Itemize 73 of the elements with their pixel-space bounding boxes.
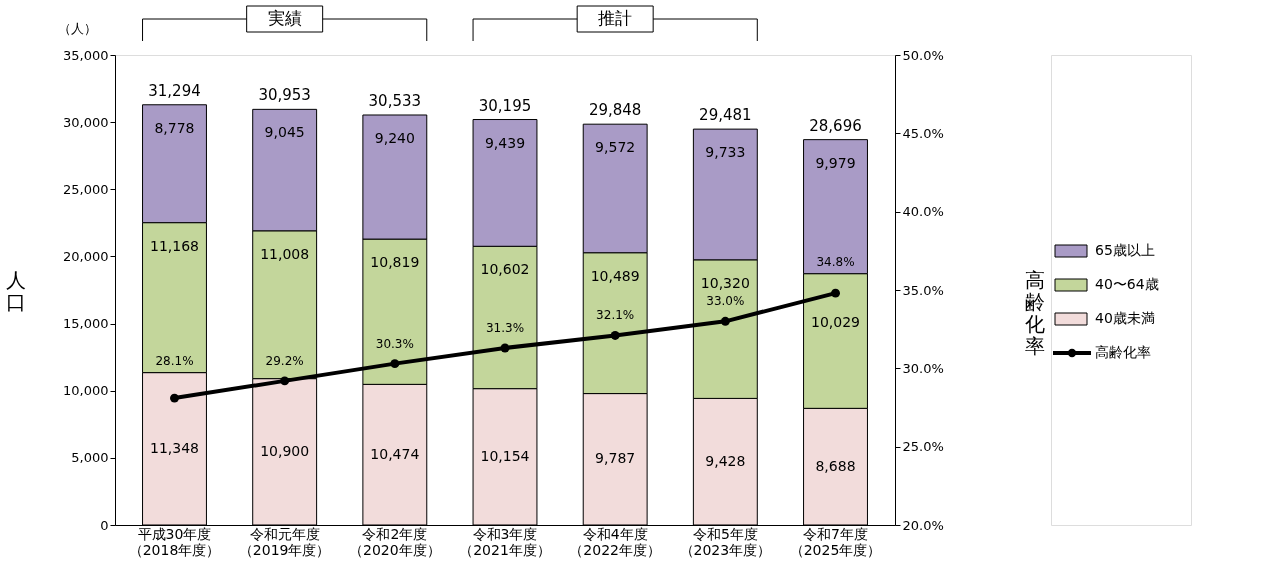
text: 実績 [267,8,302,28]
y-tick-label: 15,000 [63,316,109,332]
data-label: 34.8% [816,254,855,269]
y-tick-label: 0 [100,517,109,533]
y2-tick-label: 30.0% [902,360,944,376]
y-tick-label: 20,000 [63,248,109,264]
total-label: 30,953 [258,86,311,105]
legend-label: 65歳以上 [1095,242,1155,258]
y-tick-label: 35,000 [63,47,109,63]
data-label: 11,008 [260,245,310,262]
data-label: 10,029 [811,314,861,331]
data-label: 10,154 [480,447,530,464]
y2-axis-title: 高齢化率 [1024,267,1045,358]
y-tick-label: 10,000 [63,383,109,399]
total-label: 28,696 [809,116,862,135]
point [720,316,730,326]
y2-tick-label: 25.0% [902,439,944,455]
text: 推計 [598,8,633,28]
data-label: 10,474 [370,445,420,462]
y2-tick-label: 50.0% [902,47,944,63]
y-tick-label: 25,000 [63,181,109,197]
data-label: 10,900 [260,442,310,459]
data-label: 9,428 [705,452,746,469]
data-label: 8,688 [815,457,856,474]
total-label: 30,195 [478,96,532,115]
y2-tick-label: 20.0% [902,517,944,533]
data-label: 9,979 [815,154,856,171]
x-tick-label: 令和7年度（2025年度） [789,525,882,558]
data-label: 9,045 [264,124,305,141]
data-label: 9,787 [595,450,636,467]
y2-tick-label: 45.0% [902,125,944,141]
legend-label: 40歳未満 [1095,310,1155,326]
data-label: 10,489 [590,267,640,284]
data-label: 11,348 [149,439,199,456]
data-label: 11,168 [149,237,199,254]
total-label: 29,848 [588,101,642,120]
data-label: 9,733 [705,144,746,161]
y-axis-title: 人口 [6,267,27,314]
data-label: 30.3% [375,336,414,351]
x-tick-label: 令和2年度（2020年度） [349,525,441,558]
x-tick-label: 平成30年度（2018年度） [128,525,221,558]
y-tick-label: 5,000 [71,450,109,466]
data-label: 10,602 [480,261,530,278]
point [610,330,620,340]
total-label: 30,533 [368,91,422,110]
total-label: 29,481 [699,106,752,125]
data-label: 29.2% [265,353,304,368]
point [170,393,179,403]
x-tick-label: 令和4年度（2022年度） [569,525,661,558]
data-label: 31.3% [485,320,525,335]
y-tick-label: 30,000 [63,114,109,130]
data-label: 10,819 [370,254,420,271]
y2-tick-label: 35.0% [902,282,944,298]
data-label: 28.1% [155,353,194,368]
x-tick-label: 令和5年度（2023年度） [679,525,772,558]
total-label: 31,294 [148,81,201,100]
x-tick-label: 令和元年度（2019年度） [238,525,331,558]
text: （人） [58,21,97,36]
data-label: 33.0% [706,294,745,309]
data-label: 10,320 [700,274,750,291]
point [831,288,840,298]
x-tick-label: 令和3年度（2021年度） [459,525,551,558]
legend-label: 高齢化率 [1095,344,1151,360]
point [500,343,510,353]
y2-tick-label: 40.0% [902,204,944,220]
data-label: 9,240 [374,129,415,146]
data-label: 32.1% [596,308,635,323]
data-label: 8,778 [154,119,195,136]
data-label: 9,572 [595,139,636,156]
legend-label: 40〜64歳 [1095,276,1159,292]
point [390,359,400,369]
data-label: 9,439 [484,134,526,151]
point [280,376,290,386]
